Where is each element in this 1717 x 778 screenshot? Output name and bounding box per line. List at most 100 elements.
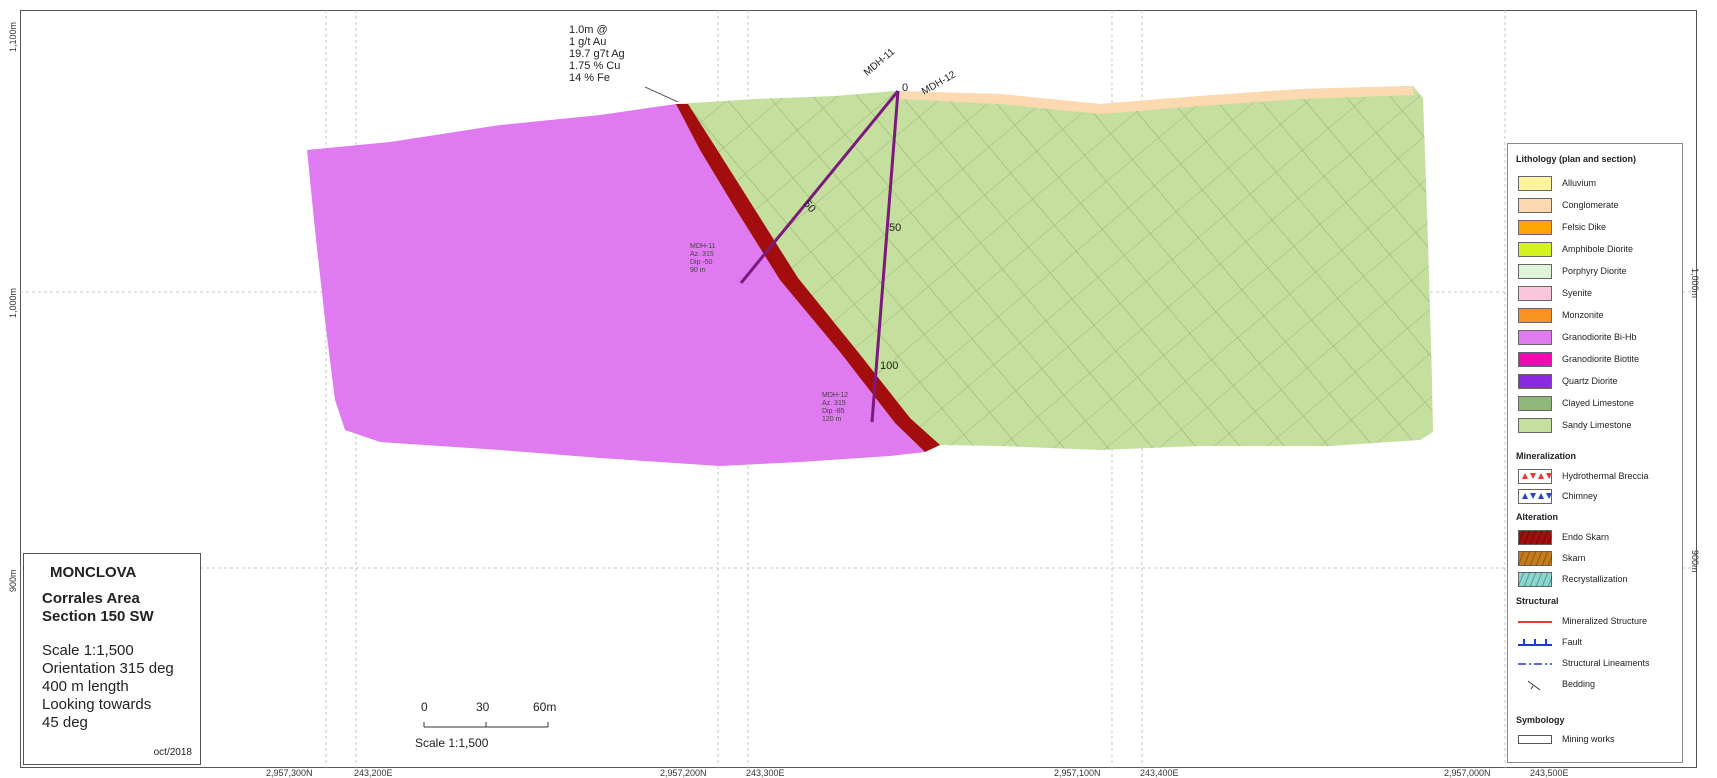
legend-swatch xyxy=(1518,264,1552,279)
section-info-line: Orientation 315 deg xyxy=(42,660,174,677)
legend-item: Recrystallization xyxy=(1518,572,1678,590)
easting-label-4: 243,500E xyxy=(1530,768,1569,778)
scale-bar-line xyxy=(423,722,549,728)
easting-label-3: 243,400E xyxy=(1140,768,1179,778)
drillhole-mdh-11-trace xyxy=(739,90,900,284)
legend-swatch xyxy=(1518,220,1552,235)
legend-label: Chimney xyxy=(1562,491,1598,501)
elevation-label-900-right: 900m xyxy=(1690,550,1700,573)
northing-label-2: 2,957,200N xyxy=(660,768,707,778)
drillhole-tag-line: Dip -50 xyxy=(690,259,713,266)
legend-item: Hydrothermal Breccia xyxy=(1518,469,1678,487)
legend-symbol xyxy=(1518,663,1552,665)
legend-label: Fault xyxy=(1562,637,1583,647)
drillhole-tag-line: 90 m xyxy=(690,267,706,274)
section-info-line: Scale 1:1,500 xyxy=(42,642,134,659)
legend-item: Porphyry Diorite xyxy=(1518,264,1678,282)
legend-item: Monzonite xyxy=(1518,308,1678,326)
granodiorite-unit xyxy=(307,104,925,466)
drillhole-depth-label: 100 xyxy=(880,360,899,372)
legend-swatch xyxy=(1518,330,1552,345)
legend-symbol xyxy=(1527,680,1541,691)
legend-label: Monzonite xyxy=(1562,310,1604,320)
assay-note-line: 1.0m @ xyxy=(569,24,608,36)
section-info: Scale 1:1,500 Orientation 315 deg 400 m … xyxy=(42,642,174,732)
drillhole-tag-line: Az. 315 xyxy=(690,251,714,258)
drillhole-tag-line: Az. 315 xyxy=(822,400,846,407)
legend-label: Quartz Diorite xyxy=(1562,376,1618,386)
legend-item: Fault xyxy=(1518,635,1678,653)
drillhole-mdh-12-trace xyxy=(870,90,900,423)
legend-item: Clayed Limestone xyxy=(1518,396,1678,414)
legend-item: Mining works xyxy=(1518,732,1678,750)
section-info-line: 45 deg xyxy=(42,714,88,731)
legend-label: Bedding xyxy=(1562,679,1596,689)
legend-label: Granodiorite Biotite xyxy=(1562,354,1640,364)
legend-swatch xyxy=(1518,418,1552,433)
legend-label: Hydrothermal Breccia xyxy=(1562,471,1649,481)
legend-swatch xyxy=(1518,242,1552,257)
legend-symbol xyxy=(1518,551,1552,566)
legend-item: Structural Lineaments xyxy=(1518,656,1678,674)
drillhole-mdh-12-tag: MDH-12 Az. 315 Dip -85 120 m xyxy=(822,392,848,424)
legend-symbol xyxy=(1518,469,1552,484)
sandy-limestone-bedding xyxy=(676,86,1433,452)
legend-item: Amphibole Diorite xyxy=(1518,242,1678,260)
legend-item: Quartz Diorite xyxy=(1518,374,1678,392)
legend-swatch xyxy=(1518,308,1552,323)
scale-bar: 0 30 60m Scale 1:1,500 xyxy=(380,700,560,750)
legend-label: Mineralized Structure xyxy=(1562,616,1648,626)
section-title-line: Corrales Area xyxy=(42,590,140,607)
project-name: MONCLOVA xyxy=(50,564,137,581)
northing-label-3: 2,957,100N xyxy=(1054,768,1101,778)
legend-label: Skarn xyxy=(1562,553,1586,563)
legend-label: Clayed Limestone xyxy=(1562,398,1635,408)
section-info-line: 400 m length xyxy=(42,678,129,695)
section-info-line: Looking towards xyxy=(42,696,152,713)
legend-item: Endo Skarn xyxy=(1518,530,1678,548)
legend-label: Syenite xyxy=(1562,288,1593,298)
legend-heading-lithology: Lithology (plan and section) xyxy=(1516,154,1636,164)
legend-item: Felsic Dike xyxy=(1518,220,1678,238)
title-block: MONCLOVA Corrales Area Section 150 SW Sc… xyxy=(23,553,201,765)
elevation-label-1000-left: 1,000m xyxy=(8,287,18,318)
legend-item: Conglomerate xyxy=(1518,198,1678,216)
legend-item: Bedding xyxy=(1518,677,1678,695)
legend-label: Porphyry Diorite xyxy=(1562,266,1627,276)
drillhole-tag-line: Dip -85 xyxy=(822,408,845,415)
assay-leader-line xyxy=(644,86,679,103)
legend-heading-alteration: Alteration xyxy=(1516,512,1559,522)
elevation-label-900-left: 900m xyxy=(8,569,18,592)
drillhole-tag-line: MDH-11 xyxy=(690,243,716,250)
legend-item: Skarn xyxy=(1518,551,1678,569)
scale-tick-label: 0 xyxy=(421,700,428,714)
legend-swatch xyxy=(1518,176,1552,191)
elevation-label-1100-left: 1,100m xyxy=(8,21,18,52)
assay-note: 1.0m @ 1 g/t Au 19.7 g7t Ag 1.75 % Cu 14… xyxy=(569,24,625,84)
legend-symbol xyxy=(1518,639,1552,646)
easting-label-1: 243,200E xyxy=(354,768,393,778)
assay-note-line: 14 % Fe xyxy=(569,72,610,84)
legend-heading-structural: Structural xyxy=(1516,596,1559,606)
legend-swatch xyxy=(1518,396,1552,411)
legend-symbol xyxy=(1518,572,1552,587)
legend-label: Alluvium xyxy=(1562,178,1597,188)
legend-item: Mineralized Structure xyxy=(1518,614,1678,632)
section-title-line: Section 150 SW xyxy=(42,608,154,625)
legend-label: Amphibole Diorite xyxy=(1562,244,1634,254)
legend-label: Structural Lineaments xyxy=(1562,658,1650,668)
endo-skarn-contact xyxy=(676,104,940,452)
drillhole-mdh-11-tag: MDH-11 Az. 315 Dip -50 90 m xyxy=(690,243,716,275)
legend-label: Felsic Dike xyxy=(1562,222,1607,232)
legend-symbol xyxy=(1518,735,1552,744)
scale-bar-label: Scale 1:1,500 xyxy=(415,736,489,750)
section-title: Corrales Area Section 150 SW xyxy=(42,590,154,626)
drillhole-depth-label: 50 xyxy=(889,222,902,234)
drillhole-tag-line: MDH-12 xyxy=(822,392,849,399)
legend-item: Granodiorite Biotite xyxy=(1518,352,1678,370)
easting-label-2: 243,300E xyxy=(746,768,785,778)
northing-label-1: 2,957,300N xyxy=(266,768,313,778)
scale-tick-label: 30 xyxy=(476,700,490,714)
